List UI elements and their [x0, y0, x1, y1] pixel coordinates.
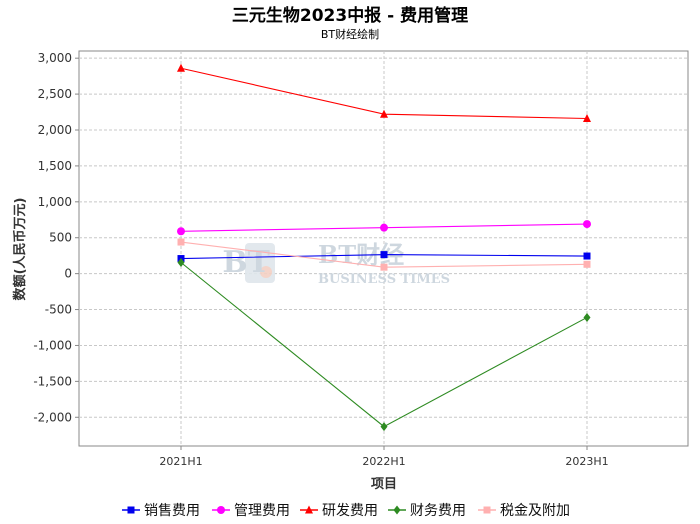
legend-marker: [483, 506, 491, 514]
data-point: [177, 238, 185, 246]
watermark-logo-text: BT: [222, 245, 270, 280]
chart-title: 三元生物2023中报 - 费用管理: [232, 5, 468, 26]
data-point: [583, 260, 591, 268]
data-point: [583, 312, 591, 322]
y-tick-label: 2,000: [38, 123, 72, 137]
data-point: [583, 252, 591, 260]
legend-item: 财务费用: [388, 503, 466, 519]
legend-marker: [217, 506, 225, 514]
legend-marker: [393, 505, 401, 515]
series-4: [177, 258, 591, 432]
x-axis-ticks: 2021H1 2022H1 2023H1: [159, 446, 609, 468]
legend-label: 财务费用: [410, 503, 466, 519]
legend-label: 管理费用: [234, 503, 290, 519]
legend-label: 税金及附加: [500, 503, 570, 519]
series-2: [177, 220, 591, 236]
x-tick-label: 2022H1: [362, 455, 405, 468]
data-point: [177, 227, 185, 236]
legend: 销售费用 管理费用 研发费用 财务费用 税金及附加: [122, 503, 570, 519]
y-axis-label: 数额(人民币万元): [12, 198, 28, 301]
watermark-subtitle: BUSINESS TIMES: [318, 272, 450, 287]
x-axis-label: 项目: [371, 477, 397, 492]
x-tick-label: 2021H1: [159, 455, 202, 468]
series-3: [177, 63, 591, 123]
y-axis-ticks: 3,000 2,500 2,000 1,500 1,000 500 0 -500 -1,000 -…: [33, 51, 79, 424]
watermark-dot-icon: [260, 266, 272, 278]
y-tick-label: 1,000: [38, 195, 72, 209]
y-tick-label: 3,000: [38, 51, 72, 65]
legend-label: 研发费用: [322, 503, 378, 519]
data-point: [583, 220, 591, 229]
legend-marker: [305, 505, 313, 514]
y-tick-label: -1,500: [33, 374, 72, 388]
legend-marker: [127, 506, 135, 514]
y-tick-label: 500: [49, 231, 72, 245]
data-point: [380, 263, 388, 271]
legend-item: 税金及附加: [478, 503, 570, 519]
y-tick-label: -500: [45, 303, 72, 317]
data-point: [177, 63, 185, 72]
data-point: [380, 223, 388, 232]
x-tick-label: 2023H1: [565, 455, 608, 468]
data-point: [380, 109, 388, 118]
legend-item: 研发费用: [300, 503, 378, 519]
data-point: [380, 422, 388, 432]
data-point: [583, 114, 591, 123]
legend-item: 管理费用: [212, 503, 290, 519]
y-tick-label: -1,000: [33, 338, 72, 352]
series-5: [177, 238, 591, 271]
y-tick-label: 1,500: [38, 159, 72, 173]
data-point: [177, 258, 185, 268]
series-layer: [177, 63, 591, 432]
y-tick-label: -2,000: [33, 410, 72, 424]
chart-subtitle: BT财经绘制: [321, 27, 379, 41]
y-tick-label: 2,500: [38, 87, 72, 101]
legend-label: 销售费用: [144, 503, 200, 519]
legend-item: 销售费用: [122, 503, 200, 519]
y-tick-label: 0: [64, 267, 72, 281]
data-point: [380, 251, 388, 259]
